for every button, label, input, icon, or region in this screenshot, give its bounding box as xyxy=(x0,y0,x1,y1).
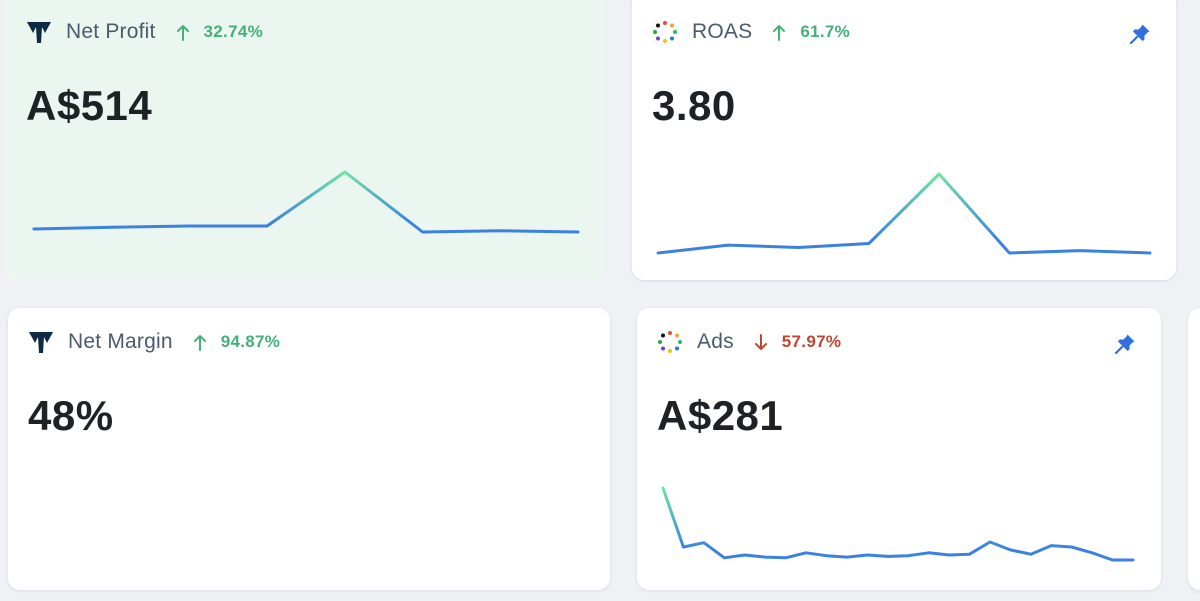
net-profit-title: Net Profit xyxy=(66,20,156,43)
pin-icon[interactable] xyxy=(1128,22,1152,46)
roas-delta-value: 61.7% xyxy=(800,22,851,41)
net-profit-delta: 32.74% xyxy=(176,22,263,42)
net-margin-card[interactable]: Net Margin 94.87% 48% xyxy=(8,308,610,590)
arrow-down-icon xyxy=(754,333,767,350)
ads-header: Ads 57.97% xyxy=(657,330,841,354)
roas-card[interactable]: ROAS 61.7% 3.80 xyxy=(632,0,1176,280)
ads-delta: 57.97% xyxy=(754,332,841,352)
pin-icon[interactable] xyxy=(1113,332,1137,356)
net-margin-value: 48% xyxy=(28,392,114,439)
net-margin-delta-value: 94.87% xyxy=(220,332,281,351)
partial-card[interactable] xyxy=(1188,308,1200,590)
roas-delta: 61.7% xyxy=(772,22,850,42)
sparkline-path xyxy=(32,170,580,234)
triple-whale-logo-icon xyxy=(28,330,54,354)
ads-delta-value: 57.97% xyxy=(781,332,842,351)
triple-whale-logo-icon xyxy=(26,20,52,44)
net-profit-delta-value: 32.74% xyxy=(203,22,263,41)
roas-value: 3.80 xyxy=(652,82,736,129)
arrow-up-icon xyxy=(773,24,786,41)
roas-header: ROAS 61.7% xyxy=(652,20,850,44)
arrow-up-icon xyxy=(193,334,206,351)
sparkline-path xyxy=(661,486,1135,562)
ads-card[interactable]: Ads 57.97% A$281 xyxy=(637,308,1161,590)
net-profit-header: Net Profit 32.74% xyxy=(26,20,263,44)
net-margin-delta: 94.87% xyxy=(193,332,280,352)
net-margin-title: Net Margin xyxy=(68,330,173,353)
net-margin-header: Net Margin 94.87% xyxy=(28,330,280,354)
net-profit-value: A$514 xyxy=(26,82,153,129)
ads-value: A$281 xyxy=(657,392,784,439)
sparkline-path xyxy=(656,172,1152,255)
arrow-up-icon xyxy=(176,24,189,41)
roas-title: ROAS xyxy=(692,20,753,43)
dots-ring-logo-icon xyxy=(652,20,678,44)
dots-ring-logo-icon xyxy=(657,330,683,354)
net-profit-card[interactable]: Net Profit 32.74% A$514 xyxy=(6,0,604,280)
ads-title: Ads xyxy=(697,330,734,353)
